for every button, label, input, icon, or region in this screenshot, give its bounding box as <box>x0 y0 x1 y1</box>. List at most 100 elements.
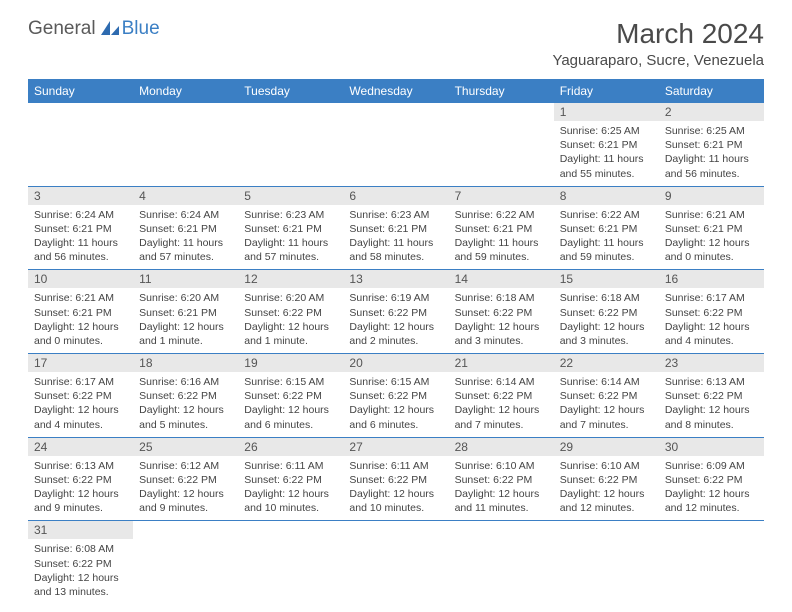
calendar-row: 17Sunrise: 6:17 AMSunset: 6:22 PMDayligh… <box>28 354 764 438</box>
day-number: 20 <box>343 354 448 372</box>
day-number: 22 <box>554 354 659 372</box>
daylight-text: Daylight: 12 hours and 2 minutes. <box>349 320 442 348</box>
calendar-cell: 22Sunrise: 6:14 AMSunset: 6:22 PMDayligh… <box>554 354 659 438</box>
calendar-cell: 24Sunrise: 6:13 AMSunset: 6:22 PMDayligh… <box>28 437 133 521</box>
day-number: 13 <box>343 270 448 288</box>
daylight-text: Daylight: 12 hours and 3 minutes. <box>560 320 653 348</box>
sunrise-text: Sunrise: 6:25 AM <box>560 124 653 138</box>
daylight-text: Daylight: 11 hours and 55 minutes. <box>560 152 653 180</box>
calendar-cell: 18Sunrise: 6:16 AMSunset: 6:22 PMDayligh… <box>133 354 238 438</box>
calendar-cell: 25Sunrise: 6:12 AMSunset: 6:22 PMDayligh… <box>133 437 238 521</box>
sunrise-text: Sunrise: 6:10 AM <box>455 459 548 473</box>
calendar-row: 1Sunrise: 6:25 AMSunset: 6:21 PMDaylight… <box>28 103 764 186</box>
daylight-text: Daylight: 12 hours and 1 minute. <box>244 320 337 348</box>
day-number: 28 <box>449 438 554 456</box>
sunrise-text: Sunrise: 6:13 AM <box>665 375 758 389</box>
day-number: 12 <box>238 270 343 288</box>
calendar-cell <box>343 521 448 604</box>
calendar-cell <box>238 521 343 604</box>
sunset-text: Sunset: 6:21 PM <box>560 138 653 152</box>
sunset-text: Sunset: 6:22 PM <box>139 389 232 403</box>
sunrise-text: Sunrise: 6:12 AM <box>139 459 232 473</box>
day-info: Sunrise: 6:13 AMSunset: 6:22 PMDaylight:… <box>665 375 758 432</box>
sunrise-text: Sunrise: 6:20 AM <box>139 291 232 305</box>
day-info: Sunrise: 6:22 AMSunset: 6:21 PMDaylight:… <box>560 208 653 265</box>
daylight-text: Daylight: 11 hours and 57 minutes. <box>244 236 337 264</box>
day-number: 27 <box>343 438 448 456</box>
day-info: Sunrise: 6:23 AMSunset: 6:21 PMDaylight:… <box>349 208 442 265</box>
day-info: Sunrise: 6:21 AMSunset: 6:21 PMDaylight:… <box>665 208 758 265</box>
day-info: Sunrise: 6:24 AMSunset: 6:21 PMDaylight:… <box>34 208 127 265</box>
daylight-text: Daylight: 12 hours and 7 minutes. <box>560 403 653 431</box>
sunrise-text: Sunrise: 6:16 AM <box>139 375 232 389</box>
daylight-text: Daylight: 12 hours and 7 minutes. <box>455 403 548 431</box>
calendar-body: 1Sunrise: 6:25 AMSunset: 6:21 PMDaylight… <box>28 103 764 604</box>
sunset-text: Sunset: 6:21 PM <box>455 222 548 236</box>
day-info: Sunrise: 6:17 AMSunset: 6:22 PMDaylight:… <box>34 375 127 432</box>
sunset-text: Sunset: 6:22 PM <box>455 473 548 487</box>
calendar-cell: 3Sunrise: 6:24 AMSunset: 6:21 PMDaylight… <box>28 186 133 270</box>
calendar-cell: 10Sunrise: 6:21 AMSunset: 6:21 PMDayligh… <box>28 270 133 354</box>
sunrise-text: Sunrise: 6:08 AM <box>34 542 127 556</box>
calendar-table: Sunday Monday Tuesday Wednesday Thursday… <box>28 79 764 604</box>
day-number: 24 <box>28 438 133 456</box>
title-block: March 2024 Yaguaraparo, Sucre, Venezuela <box>552 18 764 69</box>
sunset-text: Sunset: 6:22 PM <box>34 389 127 403</box>
weekday-header: Thursday <box>449 79 554 103</box>
day-info: Sunrise: 6:12 AMSunset: 6:22 PMDaylight:… <box>139 459 232 516</box>
day-number: 9 <box>659 187 764 205</box>
calendar-row: 24Sunrise: 6:13 AMSunset: 6:22 PMDayligh… <box>28 437 764 521</box>
day-info: Sunrise: 6:25 AMSunset: 6:21 PMDaylight:… <box>560 124 653 181</box>
day-info: Sunrise: 6:18 AMSunset: 6:22 PMDaylight:… <box>455 291 548 348</box>
day-number: 5 <box>238 187 343 205</box>
sunset-text: Sunset: 6:22 PM <box>34 473 127 487</box>
day-info: Sunrise: 6:10 AMSunset: 6:22 PMDaylight:… <box>455 459 548 516</box>
logo-text-blue: Blue <box>122 18 160 40</box>
sunset-text: Sunset: 6:22 PM <box>34 557 127 571</box>
sunrise-text: Sunrise: 6:15 AM <box>349 375 442 389</box>
calendar-row: 10Sunrise: 6:21 AMSunset: 6:21 PMDayligh… <box>28 270 764 354</box>
day-number: 15 <box>554 270 659 288</box>
calendar-cell: 17Sunrise: 6:17 AMSunset: 6:22 PMDayligh… <box>28 354 133 438</box>
day-info: Sunrise: 6:08 AMSunset: 6:22 PMDaylight:… <box>34 542 127 599</box>
day-info: Sunrise: 6:14 AMSunset: 6:22 PMDaylight:… <box>455 375 548 432</box>
sunset-text: Sunset: 6:22 PM <box>455 389 548 403</box>
day-info: Sunrise: 6:11 AMSunset: 6:22 PMDaylight:… <box>349 459 442 516</box>
calendar-cell <box>28 103 133 186</box>
day-info: Sunrise: 6:22 AMSunset: 6:21 PMDaylight:… <box>455 208 548 265</box>
sunset-text: Sunset: 6:22 PM <box>560 389 653 403</box>
sunrise-text: Sunrise: 6:21 AM <box>665 208 758 222</box>
calendar-cell: 28 Sunrise: 6:10 AMSunset: 6:22 PMDayligh… <box>449 437 554 521</box>
sunset-text: Sunset: 6:22 PM <box>560 306 653 320</box>
daylight-text: Daylight: 12 hours and 10 minutes. <box>349 487 442 515</box>
day-info: Sunrise: 6:09 AMSunset: 6:22 PMDaylight:… <box>665 459 758 516</box>
calendar-cell: 5Sunrise: 6:23 AMSunset: 6:21 PMDaylight… <box>238 186 343 270</box>
calendar-cell: 27 Sunrise: 6:11 AMSunset: 6:22 PMDayligh… <box>343 437 448 521</box>
daylight-text: Daylight: 12 hours and 4 minutes. <box>34 403 127 431</box>
calendar-cell: 23Sunrise: 6:13 AMSunset: 6:22 PMDayligh… <box>659 354 764 438</box>
day-number: 14 <box>449 270 554 288</box>
day-info: Sunrise: 6:19 AMSunset: 6:22 PMDaylight:… <box>349 291 442 348</box>
calendar-cell <box>133 521 238 604</box>
month-title: March 2024 <box>552 18 764 50</box>
daylight-text: Daylight: 11 hours and 59 minutes. <box>455 236 548 264</box>
daylight-text: Daylight: 12 hours and 6 minutes. <box>349 403 442 431</box>
sunset-text: Sunset: 6:21 PM <box>560 222 653 236</box>
daylight-text: Daylight: 12 hours and 3 minutes. <box>455 320 548 348</box>
sunrise-text: Sunrise: 6:15 AM <box>244 375 337 389</box>
weekday-header: Monday <box>133 79 238 103</box>
calendar-cell: 8Sunrise: 6:22 AMSunset: 6:21 PMDaylight… <box>554 186 659 270</box>
location: Yaguaraparo, Sucre, Venezuela <box>552 52 764 69</box>
sunset-text: Sunset: 6:22 PM <box>665 306 758 320</box>
daylight-text: Daylight: 12 hours and 12 minutes. <box>560 487 653 515</box>
calendar-row: 3Sunrise: 6:24 AMSunset: 6:21 PMDaylight… <box>28 186 764 270</box>
day-info: Sunrise: 6:11 AMSunset: 6:22 PMDaylight:… <box>244 459 337 516</box>
calendar-cell <box>659 521 764 604</box>
day-number: 21 <box>449 354 554 372</box>
daylight-text: Daylight: 12 hours and 10 minutes. <box>244 487 337 515</box>
sunset-text: Sunset: 6:22 PM <box>349 389 442 403</box>
sunset-text: Sunset: 6:22 PM <box>349 473 442 487</box>
day-number: 2 <box>659 103 764 121</box>
calendar-cell: 2Sunrise: 6:25 AMSunset: 6:21 PMDaylight… <box>659 103 764 186</box>
calendar-cell: 12Sunrise: 6:20 AMSunset: 6:22 PMDayligh… <box>238 270 343 354</box>
